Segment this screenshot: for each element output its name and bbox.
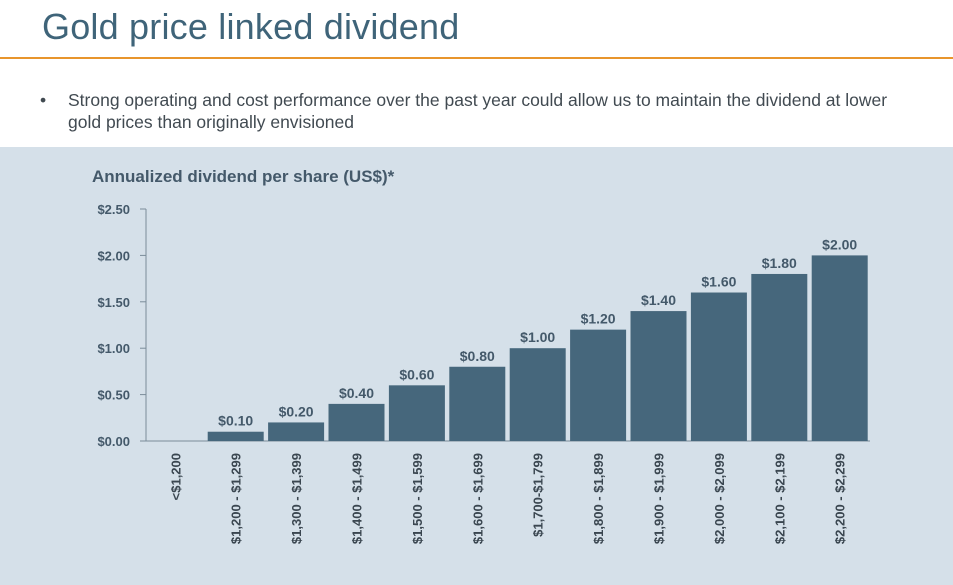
bullet-text: Strong operating and cost performance ov…	[68, 90, 888, 132]
x-tick-label: $1,600 - $1,699	[470, 453, 485, 544]
y-tick-label: $1.00	[97, 341, 130, 356]
bar	[630, 311, 687, 441]
chart-title: Annualized dividend per share (US$)*	[92, 167, 395, 186]
title-divider	[0, 57, 953, 59]
data-label: $1.60	[701, 274, 736, 290]
y-tick-label: $0.50	[97, 388, 130, 403]
y-tick-label: $0.00	[97, 434, 130, 449]
bar	[268, 422, 325, 441]
x-tick-label: $1,700-$1,799	[531, 453, 546, 537]
bar	[690, 292, 747, 441]
x-tick-label: $1,300 - $1,399	[289, 453, 304, 544]
x-tick-label: $1,900 - $1,999	[652, 453, 667, 544]
data-label: $1.80	[762, 255, 797, 271]
y-tick-label: $2.00	[97, 248, 130, 263]
data-label: $1.00	[520, 329, 555, 345]
bar	[570, 329, 627, 441]
x-tick-label: $2,000 - $2,099	[712, 453, 727, 544]
x-tick-label: $1,400 - $1,499	[350, 453, 365, 544]
bar	[328, 403, 385, 441]
data-label: $0.80	[460, 348, 495, 364]
data-label: $1.20	[581, 311, 616, 327]
data-label: $0.40	[339, 385, 374, 401]
bar	[449, 366, 506, 441]
x-tick-label: $2,100 - $2,199	[772, 453, 787, 544]
bar	[509, 348, 566, 441]
bar	[811, 255, 868, 441]
x-tick-label: $2,200 - $2,299	[833, 453, 848, 544]
y-tick-label: $2.50	[97, 202, 130, 217]
bar	[388, 385, 445, 441]
x-tick-label: <$1,200	[168, 453, 183, 500]
y-tick-label: $1.50	[97, 295, 130, 310]
data-label: $0.60	[399, 366, 434, 382]
data-label: $0.10	[218, 413, 253, 429]
bullet-marker: •	[40, 90, 47, 110]
x-tick-label: $1,500 - $1,599	[410, 453, 425, 544]
chart-panel: Annualized dividend per share (US$)* $0.…	[0, 147, 953, 585]
data-label: $0.20	[279, 403, 314, 419]
bar	[751, 273, 808, 441]
x-tick-label: $1,800 - $1,899	[591, 453, 606, 544]
slide-title: Gold price linked dividend	[42, 6, 460, 47]
bar	[207, 431, 264, 441]
data-label: $1.40	[641, 292, 676, 308]
data-label: $2.00	[822, 236, 857, 252]
bar-chart: $0.00 $0.50 $1.00 $1.50 $2.00 $2.50 <$1,200 $0.…	[97, 202, 870, 544]
x-tick-label: $1,200 - $1,299	[229, 453, 244, 544]
